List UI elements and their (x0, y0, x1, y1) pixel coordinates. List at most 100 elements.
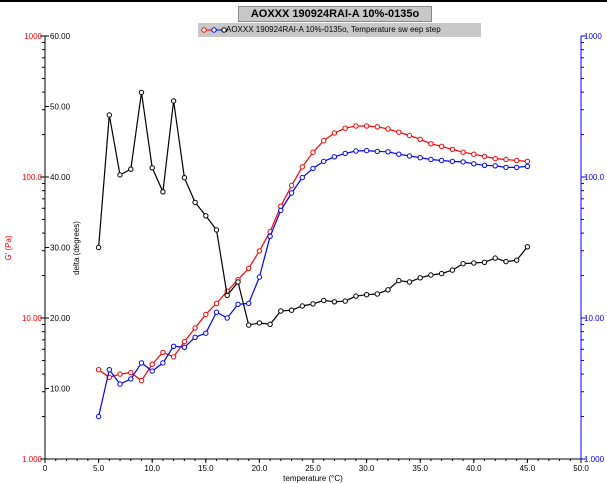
data-point-delta (256, 320, 263, 326)
data-point-right (160, 360, 166, 366)
right-tick-label: 1.000 (584, 455, 605, 464)
data-point-right (117, 381, 123, 387)
x-tick-label: 20.0 (252, 464, 268, 473)
data-point-right (299, 174, 305, 181)
data-point-left (342, 125, 348, 131)
x-tick-label: 5.0 (93, 464, 105, 473)
data-point-right (524, 163, 531, 170)
data-point-delta (149, 165, 155, 171)
data-point-delta (449, 267, 456, 273)
data-point-right (138, 360, 145, 366)
data-point-delta (514, 257, 520, 263)
data-point-delta (396, 277, 402, 284)
data-point-right (481, 162, 488, 169)
data-point-delta (374, 291, 380, 297)
data-point-delta (321, 297, 327, 304)
data-point-delta (460, 261, 466, 267)
data-point-delta (160, 189, 166, 195)
data-point-right (246, 300, 252, 307)
x-tick-label: 35.0 (412, 464, 428, 473)
delta-axis-label: delta (degrees) (72, 221, 81, 275)
right-tick-label: 1000 (584, 32, 602, 41)
data-point-delta (288, 307, 295, 313)
data-point-right (224, 315, 230, 321)
data-point-left (95, 367, 102, 373)
data-point-left (503, 156, 509, 163)
data-point-right (363, 147, 370, 154)
legend-label: AOXXX 190924RAI-A 10%-0135o, Temperature… (226, 25, 441, 34)
data-point-delta (503, 258, 509, 265)
data-point-right (449, 158, 456, 165)
data-point-right (310, 165, 316, 172)
data-point-right (321, 158, 327, 165)
data-point-right (213, 309, 220, 315)
data-point-left (181, 338, 188, 345)
data-point-delta (192, 199, 198, 206)
data-point-left (417, 136, 423, 143)
data-point-delta (213, 227, 220, 233)
data-point-left (160, 349, 166, 356)
data-point-delta (363, 292, 370, 298)
data-point-left (203, 311, 209, 318)
data-point-left (149, 361, 155, 367)
data-point-right (235, 301, 241, 307)
data-point-left (363, 123, 370, 129)
data-point-left (460, 149, 466, 155)
data-point-left (117, 371, 123, 377)
data-point-delta (353, 293, 359, 299)
data-point-left (310, 149, 316, 155)
data-point-left (256, 248, 263, 254)
data-point-delta (471, 260, 477, 266)
data-point-delta (117, 172, 123, 178)
left-tick-label: 1.000 (22, 455, 43, 464)
data-point-right (417, 155, 423, 161)
data-point-right (385, 149, 391, 155)
data-point-left (514, 157, 520, 164)
data-point-delta (331, 299, 338, 305)
data-point-right (492, 163, 498, 169)
data-point-left (246, 265, 252, 271)
data-point-right (181, 344, 188, 350)
data-point-delta (181, 175, 188, 181)
legend: AOXXX 190924RAI-A 10%-0135o, Temperature… (198, 23, 481, 37)
right-tick-label: 100.0 (584, 173, 605, 182)
data-point-delta (428, 272, 434, 278)
data-point-delta (310, 301, 316, 307)
delta-tick-label: 60.00 (50, 32, 71, 41)
data-point-delta (138, 89, 145, 96)
x-tick-label: 0 (43, 464, 48, 473)
data-point-delta (417, 275, 423, 281)
data-point-delta (524, 244, 531, 250)
data-point-right (471, 161, 477, 167)
left-axis-label: G' (Pa) (4, 235, 13, 260)
data-point-left (428, 141, 434, 147)
series-line-delta (98, 92, 528, 326)
data-point-right (374, 148, 380, 155)
data-point-left (288, 182, 295, 189)
data-point-right (267, 233, 273, 240)
data-point-left (374, 124, 380, 130)
data-point-left (438, 143, 445, 150)
delta-tick-label: 30.00 (50, 244, 71, 253)
data-point-left (138, 377, 145, 384)
data-point-left (406, 132, 413, 139)
data-point-right (170, 343, 177, 349)
data-point-delta (385, 287, 391, 293)
x-axis-label: temperature (°C) (283, 474, 343, 483)
data-point-delta (128, 166, 134, 172)
data-point-delta (203, 213, 209, 219)
data-point-left (299, 164, 305, 170)
delta-tick-label: 10.00 (50, 385, 71, 394)
delta-tick-label: 40.00 (50, 173, 71, 182)
data-point-right (288, 190, 295, 196)
data-point-right (406, 153, 413, 159)
data-point-right (106, 367, 113, 373)
data-point-delta (246, 322, 252, 328)
data-point-right (278, 207, 284, 214)
legend-markers (201, 27, 228, 33)
data-point-right (256, 274, 263, 280)
data-point-left (385, 126, 391, 132)
data-point-left (170, 354, 177, 360)
data-point-right (396, 151, 402, 157)
